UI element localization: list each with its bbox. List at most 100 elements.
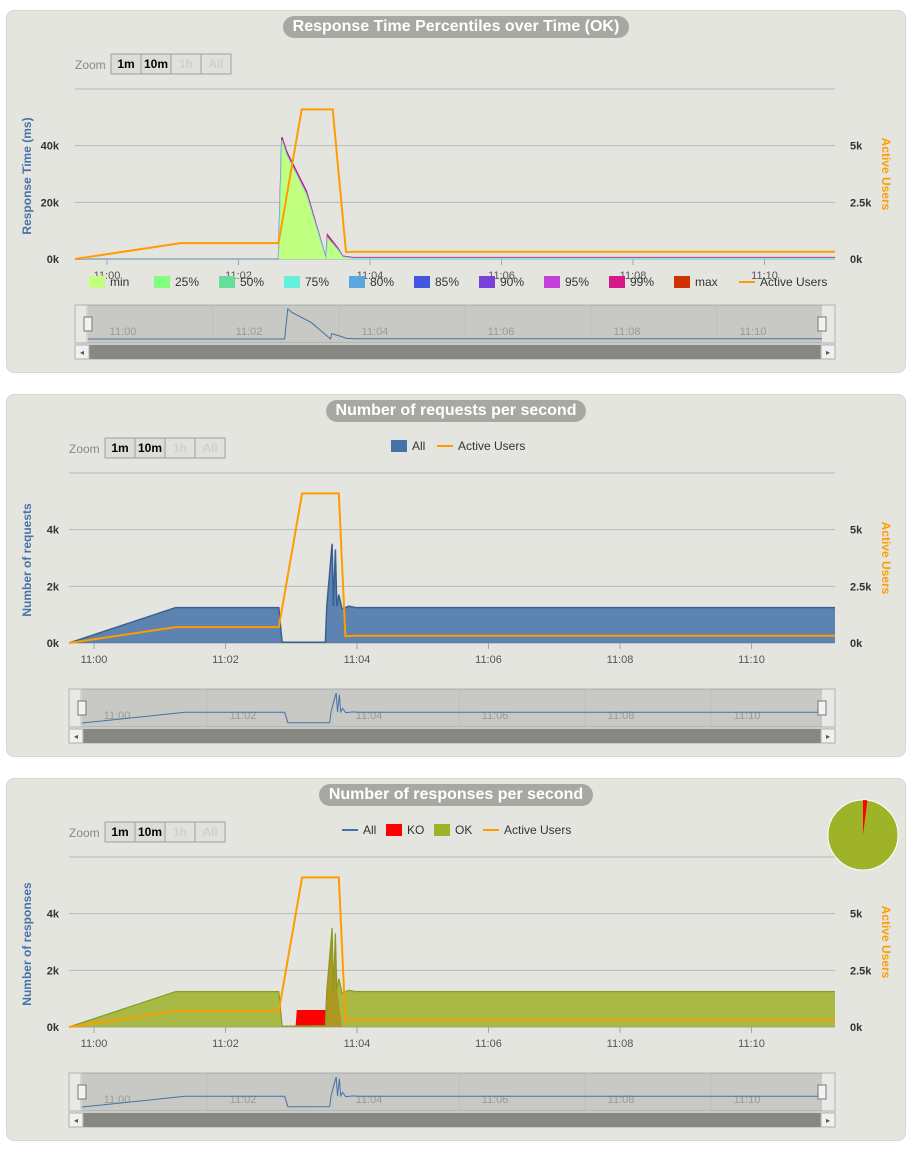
zoom-button-label: 1h xyxy=(173,825,187,839)
navigator-selection[interactable] xyxy=(82,1073,822,1111)
navigator-bg xyxy=(68,1072,836,1112)
legend-label: OK xyxy=(455,823,472,837)
zoom-button-1m[interactable]: 1m xyxy=(104,437,136,459)
legend-item-95-pct[interactable]: 95% xyxy=(544,275,589,289)
navigator-bg xyxy=(74,304,836,344)
zoom-button-10m[interactable]: 10m xyxy=(140,53,172,75)
y-tick-label: 2k xyxy=(47,965,60,977)
legend: All Active Users xyxy=(391,439,525,453)
legend-item-ok[interactable]: OK xyxy=(434,823,472,837)
navigator-tick-label: 11:10 xyxy=(734,1094,761,1106)
x-tick-label: 11:08 xyxy=(607,654,634,666)
legend-label: max xyxy=(695,275,718,289)
scrollbar-thumb[interactable] xyxy=(89,345,821,359)
plot-area xyxy=(68,876,835,1028)
zoom-button-1h[interactable]: 1h xyxy=(170,53,202,75)
legend-item-all[interactable]: All xyxy=(342,823,376,837)
scrollbar-right-button[interactable] xyxy=(820,728,836,744)
zoom-button-1m[interactable]: 1m xyxy=(104,821,136,843)
y-tick-label: 4k xyxy=(47,525,60,537)
navigator-tick-label: 11:02 xyxy=(236,326,263,338)
plot-grid xyxy=(75,88,835,260)
zoom-button-1h[interactable]: 1h xyxy=(164,821,196,843)
legend-item-ko[interactable]: KO xyxy=(386,823,424,837)
x-tick-label: 11:10 xyxy=(738,1038,765,1050)
zoom-button-label: 10m xyxy=(144,57,168,71)
legend-item-active-users[interactable]: Active Users xyxy=(483,823,571,837)
chart-title: Number of responses per second xyxy=(318,784,594,806)
chart-panel-requests: Number of requests per second Zoom 1m 10m 1… xyxy=(6,394,906,757)
y2-tick-label: 2.5k xyxy=(850,581,872,593)
y-tick-label: 40k xyxy=(41,141,60,153)
navigator-handle-right[interactable] xyxy=(817,1084,827,1100)
legend-swatch xyxy=(386,824,402,836)
navigator-tick-label: 11:08 xyxy=(608,710,635,722)
zoom-button-10m[interactable]: 10m xyxy=(134,437,166,459)
scrollbar-thumb[interactable] xyxy=(83,1113,821,1127)
scrollbar-thumb[interactable] xyxy=(83,729,821,743)
navigator-handle-left[interactable] xyxy=(77,1084,87,1100)
legend-item-active-users[interactable]: Active Users xyxy=(739,275,827,289)
legend-item-min[interactable]: min xyxy=(89,275,129,289)
y2-tick-label: 5k xyxy=(850,525,863,537)
scrollbar[interactable]: ◂ ▸ xyxy=(68,728,836,744)
y-tick-label: 0k xyxy=(47,638,60,650)
y2-tick-label: 0k xyxy=(850,1022,863,1034)
navigator-tick-label: 11:10 xyxy=(734,710,761,722)
legend-item-active-users[interactable]: Active Users xyxy=(437,439,525,453)
y-axis-title: Number of requests xyxy=(20,503,34,617)
navigator-tick-label: 11:10 xyxy=(740,326,767,338)
navigator-selection[interactable] xyxy=(88,305,822,343)
zoom-label: Zoom xyxy=(69,826,100,840)
navigator[interactable]: 11:00 11:02 11:04 11:06 11:08 11:10 xyxy=(68,1072,836,1112)
zoom-button-label: All xyxy=(202,441,217,455)
legend-label: All xyxy=(412,439,425,453)
series-active-users-line xyxy=(68,492,835,644)
zoom-button-1m[interactable]: 1m xyxy=(110,53,142,75)
navigator-handle-left[interactable] xyxy=(83,316,93,332)
navigator[interactable]: 11:00 11:02 11:04 11:06 11:08 11:10 xyxy=(68,688,836,728)
zoom-button-10m[interactable]: 10m xyxy=(134,821,166,843)
legend-item-99-pct[interactable]: 99% xyxy=(609,275,654,289)
legend-item-80-pct[interactable]: 80% xyxy=(349,275,394,289)
zoom-button-all[interactable]: All xyxy=(200,53,232,75)
navigator-tick-label: 11:06 xyxy=(482,710,509,722)
y-tick-label: 4k xyxy=(47,909,60,921)
chart-panel-responses: Number of responses per second Zoom 1m 10m… xyxy=(6,778,906,1141)
navigator-handle-right[interactable] xyxy=(817,316,827,332)
y-tick-label: 0k xyxy=(47,254,60,266)
response-time-chart: Zoom 1m 10m 1h All 0k 20k 40k 0k 2.5k 5k Response T… xyxy=(20,53,893,360)
responses-chart: Zoom 1m 10m 1h All 0k 2k 4k 0k 2.5k 5k Number of re… xyxy=(20,799,899,1128)
zoom-button-all[interactable]: All xyxy=(194,437,226,459)
zoom-button-1h[interactable]: 1h xyxy=(164,437,196,459)
legend-swatch xyxy=(609,276,625,288)
legend-item-max[interactable]: max xyxy=(674,275,718,289)
legend-item-85-pct[interactable]: 85% xyxy=(414,275,459,289)
legend-item-90-pct[interactable]: 90% xyxy=(479,275,524,289)
zoom-button-label: All xyxy=(208,57,223,71)
y2-tick-label: 0k xyxy=(850,254,863,266)
scrollbar[interactable]: ◂ ▸ xyxy=(74,344,836,360)
legend-item-all[interactable]: All xyxy=(391,439,425,453)
navigator-handle-right[interactable] xyxy=(817,700,827,716)
scrollbar-left-button[interactable] xyxy=(68,728,84,744)
legend-item-25-pct[interactable]: 25% xyxy=(154,275,199,289)
scrollbar-left-button[interactable] xyxy=(68,1112,84,1128)
scroll-right-arrow-icon: ▸ xyxy=(826,348,830,357)
navigator-selection[interactable] xyxy=(82,689,822,727)
legend-swatch xyxy=(544,276,560,288)
zoom-controls: Zoom 1m 10m 1h All xyxy=(69,821,226,843)
scrollbar-left-button[interactable] xyxy=(74,344,90,360)
scrollbar-right-button[interactable] xyxy=(820,1112,836,1128)
navigator-handle-left[interactable] xyxy=(77,700,87,716)
navigator[interactable]: 11:00 11:02 11:04 11:06 11:08 11:10 xyxy=(74,304,836,344)
legend-label: 75% xyxy=(305,275,329,289)
scrollbar-right-button[interactable] xyxy=(820,344,836,360)
legend-item-50-pct[interactable]: 50% xyxy=(219,275,264,289)
x-tick-label: 11:04 xyxy=(344,654,371,666)
scrollbar[interactable]: ◂ ▸ xyxy=(68,1112,836,1128)
zoom-button-all[interactable]: All xyxy=(194,821,226,843)
legend-label: 90% xyxy=(500,275,524,289)
legend-item-75-pct[interactable]: 75% xyxy=(284,275,329,289)
zoom-button-label: 10m xyxy=(138,441,162,455)
